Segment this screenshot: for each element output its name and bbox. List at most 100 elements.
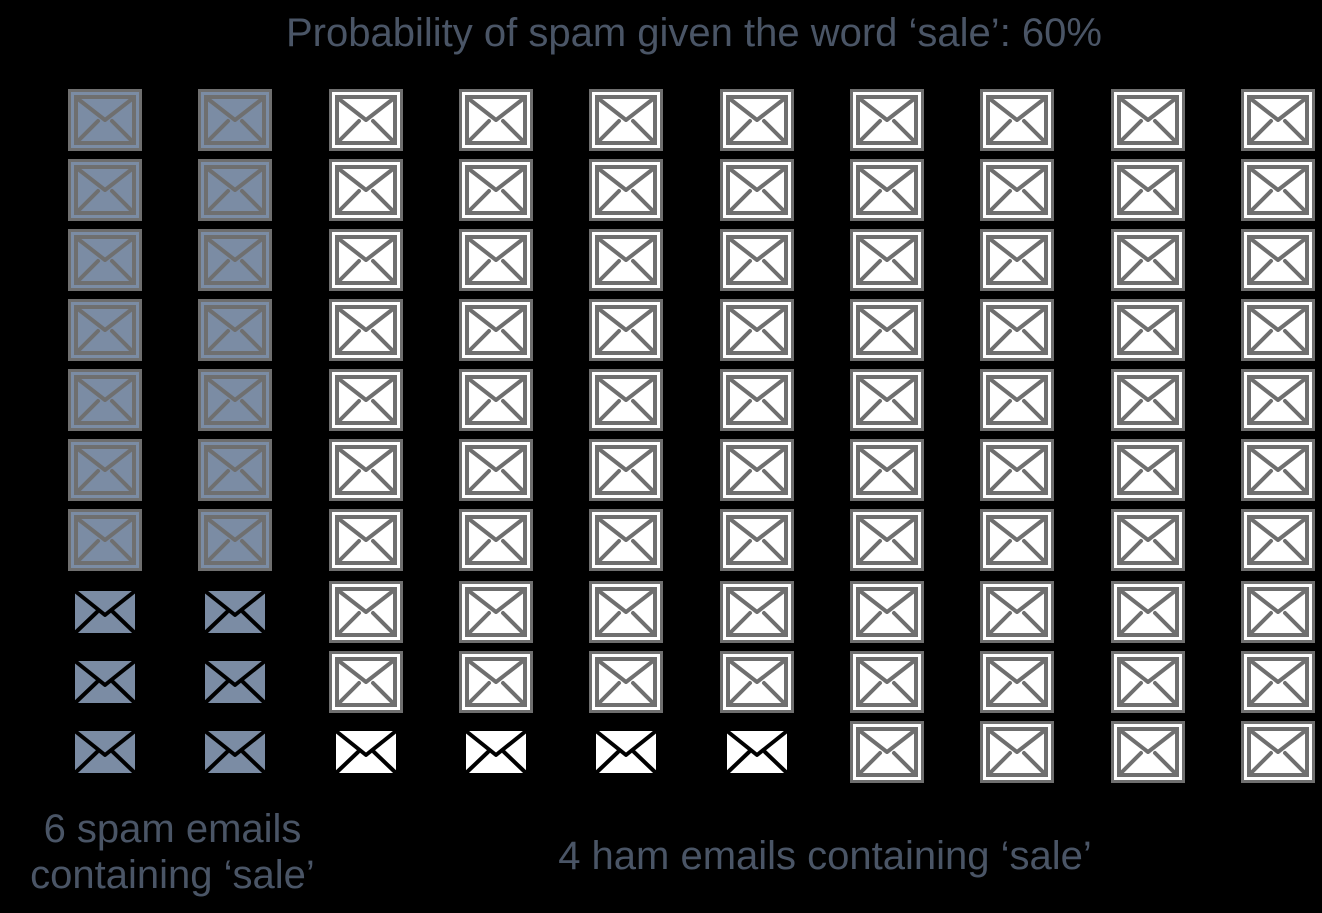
- ham-email: [329, 369, 403, 431]
- ham-email: [980, 89, 1054, 151]
- ham-email: [329, 581, 403, 643]
- envelope-icon: [850, 89, 924, 151]
- ham-email: [1111, 159, 1185, 221]
- envelope-icon: [1111, 581, 1185, 643]
- ham-email: [459, 581, 533, 643]
- envelope-icon: [1241, 299, 1315, 361]
- ham-email: [850, 369, 924, 431]
- envelope-icon: [198, 721, 272, 783]
- envelope-icon: [68, 439, 142, 501]
- spam-caption-line-1: 6 spam emails: [43, 807, 302, 851]
- ham-email: [459, 439, 533, 501]
- envelope-icon: [68, 721, 142, 783]
- envelope-icon: [459, 721, 533, 783]
- spam-email-sale: [68, 721, 142, 783]
- envelope-icon: [329, 229, 403, 291]
- ham-email: [1111, 89, 1185, 151]
- spam-email: [198, 509, 272, 571]
- spam-email-sale: [68, 651, 142, 713]
- spam-email: [198, 369, 272, 431]
- spam-email: [198, 229, 272, 291]
- envelope-icon: [1241, 721, 1315, 783]
- envelope-icon: [329, 159, 403, 221]
- ham-email: [720, 89, 794, 151]
- envelope-icon: [1241, 581, 1315, 643]
- spam-caption-line-2: containing ‘sale’: [30, 853, 315, 897]
- envelope-icon: [720, 299, 794, 361]
- ham-email: [1241, 721, 1315, 783]
- envelope-icon: [850, 651, 924, 713]
- envelope-icon: [1241, 439, 1315, 501]
- envelope-icon: [589, 369, 663, 431]
- ham-email: [720, 369, 794, 431]
- envelope-icon: [198, 369, 272, 431]
- ham-email: [1111, 721, 1185, 783]
- ham-email: [459, 651, 533, 713]
- ham-email: [329, 509, 403, 571]
- envelope-icon: [459, 89, 533, 151]
- envelope-icon: [198, 581, 272, 643]
- envelope-icon: [68, 369, 142, 431]
- ham-caption: 4 ham emails containing ‘sale’: [558, 834, 1092, 878]
- envelope-icon: [980, 159, 1054, 221]
- ham-email: [1241, 651, 1315, 713]
- ham-email: [850, 89, 924, 151]
- envelope-icon: [459, 229, 533, 291]
- ham-email: [1111, 509, 1185, 571]
- ham-email: [850, 159, 924, 221]
- ham-email: [980, 369, 1054, 431]
- envelope-icon: [1241, 651, 1315, 713]
- envelope-icon: [1111, 89, 1185, 151]
- envelope-icon: [720, 89, 794, 151]
- ham-email: [459, 89, 533, 151]
- ham-email: [720, 509, 794, 571]
- envelope-icon: [720, 159, 794, 221]
- ham-email: [1241, 229, 1315, 291]
- envelope-icon: [850, 159, 924, 221]
- ham-email: [720, 439, 794, 501]
- spam-email: [198, 159, 272, 221]
- spam-email-sale: [198, 651, 272, 713]
- envelope-icon: [329, 369, 403, 431]
- spam-email: [68, 159, 142, 221]
- envelope-icon: [850, 439, 924, 501]
- envelope-icon: [198, 299, 272, 361]
- ham-email: [1111, 581, 1185, 643]
- envelope-icon: [720, 439, 794, 501]
- envelope-icon: [459, 581, 533, 643]
- ham-email: [720, 581, 794, 643]
- envelope-icon: [459, 369, 533, 431]
- envelope-icon: [329, 721, 403, 783]
- envelope-icon: [850, 299, 924, 361]
- envelope-icon: [329, 439, 403, 501]
- envelope-icon: [459, 439, 533, 501]
- diagram-title: Probability of spam given the word ‘sale…: [286, 11, 1102, 55]
- envelope-icon: [198, 439, 272, 501]
- envelope-icon: [198, 229, 272, 291]
- ham-email: [1111, 299, 1185, 361]
- envelope-icon: [329, 581, 403, 643]
- envelope-icon: [589, 651, 663, 713]
- spam-email: [68, 229, 142, 291]
- envelope-icon: [1241, 89, 1315, 151]
- ham-email: [589, 89, 663, 151]
- spam-email: [68, 369, 142, 431]
- spam-email: [198, 299, 272, 361]
- envelope-icon: [68, 509, 142, 571]
- ham-email: [720, 229, 794, 291]
- ham-email: [980, 299, 1054, 361]
- spam-caption: 6 spam emails containing ‘sale’: [0, 806, 345, 898]
- ham-email: [589, 439, 663, 501]
- ham-email: [720, 299, 794, 361]
- ham-email: [589, 229, 663, 291]
- envelope-icon: [1241, 229, 1315, 291]
- ham-email: [1111, 439, 1185, 501]
- ham-email: [459, 369, 533, 431]
- ham-email-sale: [329, 721, 403, 783]
- envelope-icon: [459, 651, 533, 713]
- envelope-icon: [980, 369, 1054, 431]
- envelope-icon: [720, 651, 794, 713]
- envelope-icon: [1111, 159, 1185, 221]
- ham-email: [459, 229, 533, 291]
